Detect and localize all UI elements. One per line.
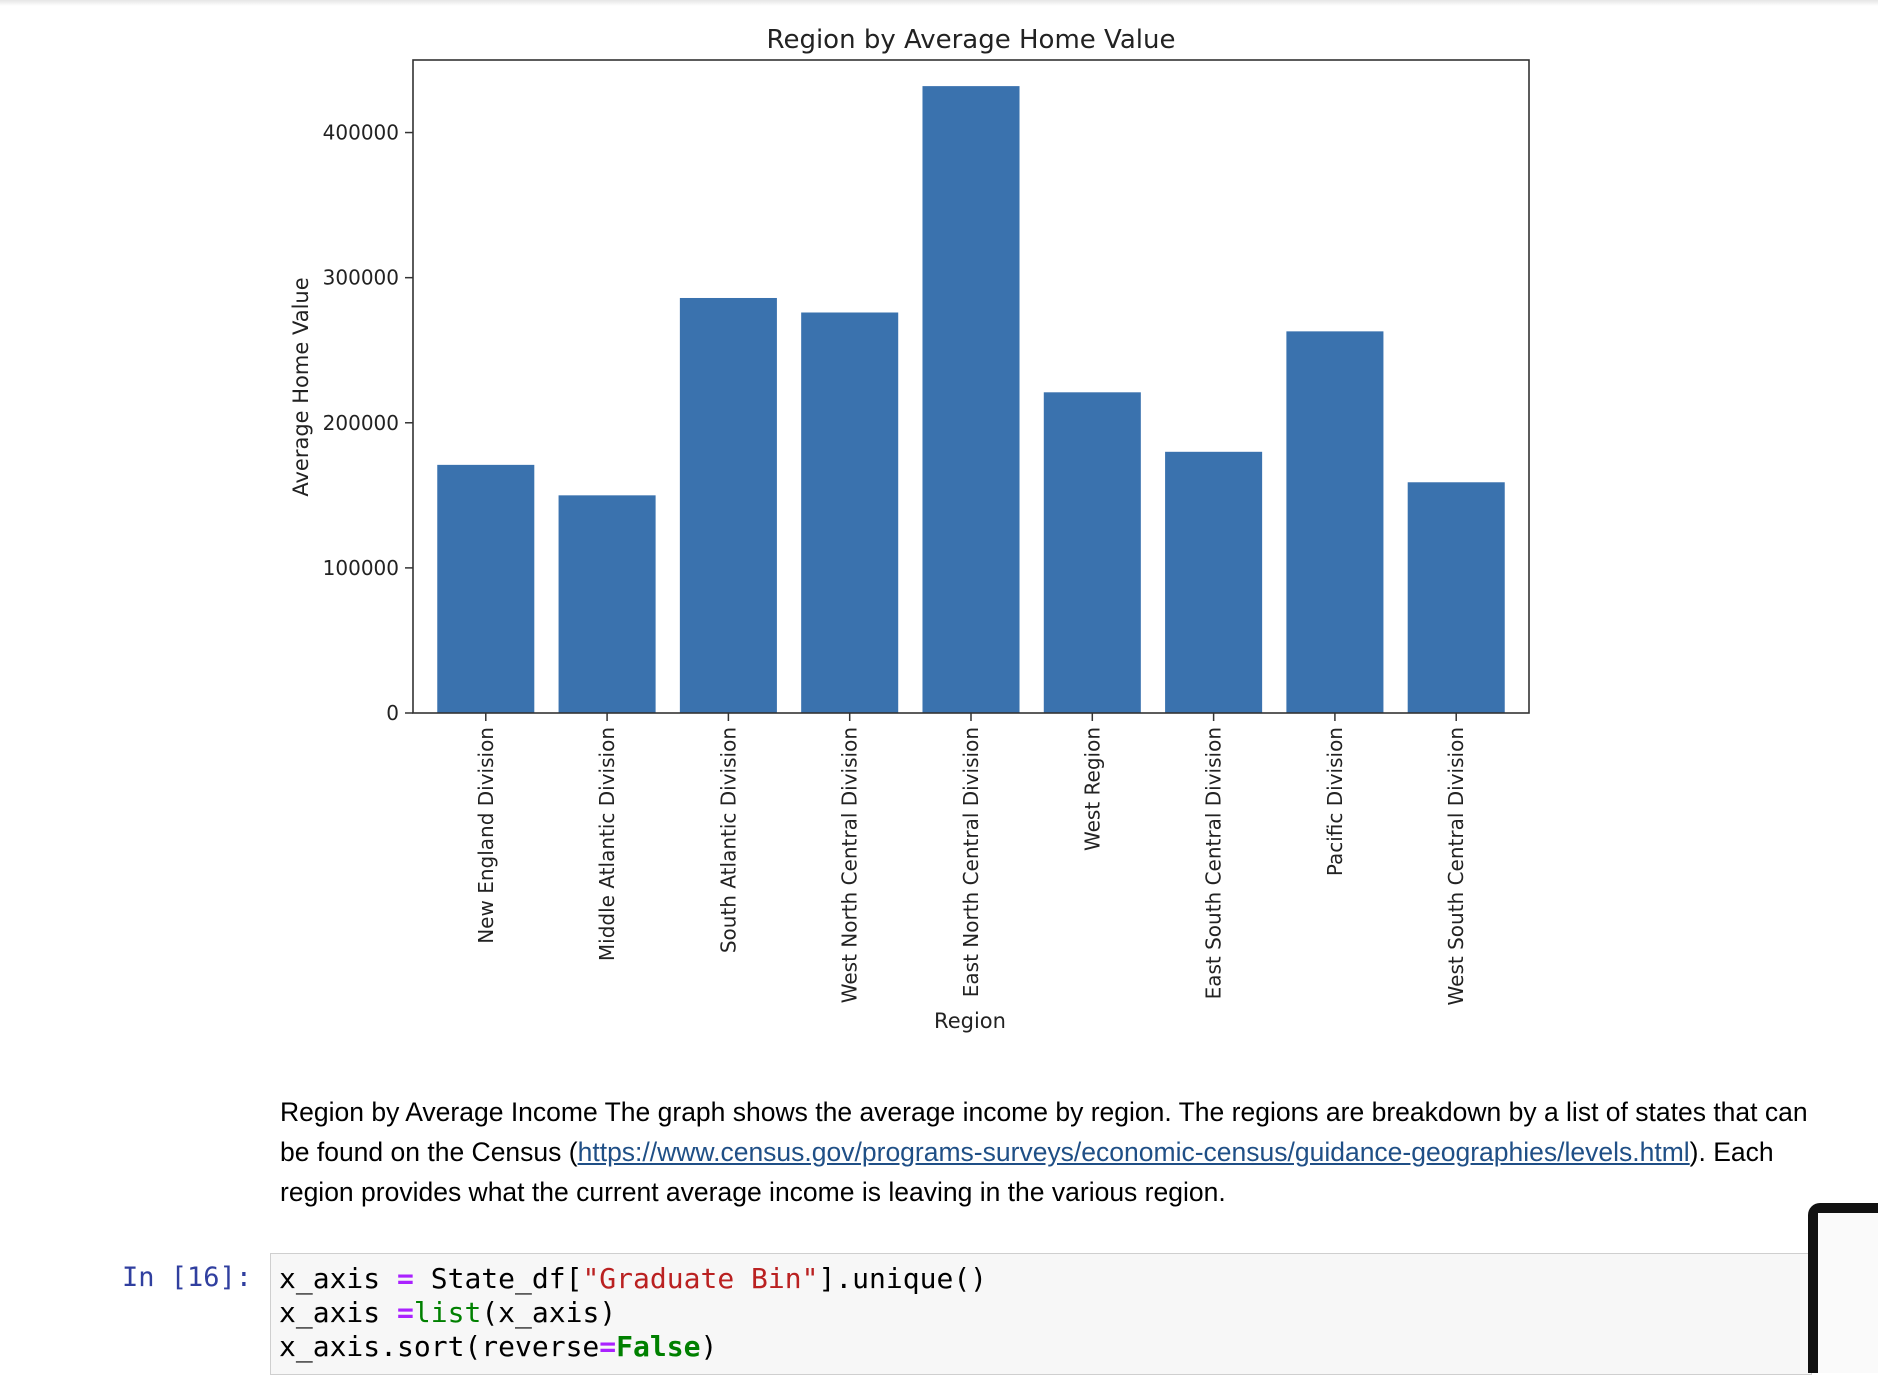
side-panel-widget[interactable] [1808,1203,1878,1373]
code-cell[interactable]: x_axis = State_df["Graduate Bin"].unique… [270,1253,1812,1375]
bar-1 [558,495,656,713]
bars [437,86,1505,714]
bar-chart: Region by Average Home Value 0 100000 2000… [289,25,1530,1033]
x-tick-label-6: East South Central Division [1202,727,1226,999]
x-tick-label-4: East North Central Division [959,727,983,997]
markdown-cell: Region by Average Income The graph shows… [280,1092,1820,1212]
y-tick-label-0: 0 [386,701,399,725]
x-tick-label-7: Pacific Division [1323,727,1347,876]
bar-7 [1286,331,1384,713]
y-tick-label-4: 400000 [323,121,399,145]
y-axis: 0 100000 200000 300000 400000 [323,121,413,725]
y-tick-label-2: 200000 [323,411,399,435]
x-tick-label-3: West North Central Division [838,727,862,1003]
x-tick-label-0: New England Division [474,727,498,944]
x-axis-label: Region [934,1009,1006,1033]
code-line-3: x_axis.sort(reverse=False) [279,1330,718,1363]
x-tick-label-8: West South Central Division [1444,727,1468,1005]
bar-6 [1165,451,1263,713]
x-tick-label-1: Middle Atlantic Division [595,727,619,961]
y-tick-label-3: 300000 [323,266,399,290]
bar-4 [922,86,1020,714]
code-line-1: x_axis = State_df["Graduate Bin"].unique… [279,1262,988,1295]
top-shadow [0,0,1878,6]
bar-5 [1043,392,1141,713]
census-link[interactable]: https://www.census.gov/programs-surveys/… [577,1137,1690,1167]
chart-title: Region by Average Home Value [767,25,1176,55]
cell-prompt: In [16]: [122,1262,253,1293]
plot-frame [412,59,1530,714]
x-tick-label-2: South Atlantic Division [716,727,740,953]
side-panel-preview [1818,1213,1878,1373]
description-text-1: Region by Average Income The graph shows… [280,1097,1808,1167]
bar-8 [1407,482,1505,713]
bar-0 [437,464,535,713]
code-line-2: x_axis =list(x_axis) [279,1296,617,1329]
x-axis: New England Division Middle Atlantic Divi… [474,713,1468,1005]
bar-3 [801,312,899,713]
code-editor[interactable]: x_axis = State_df["Graduate Bin"].unique… [271,1254,1811,1372]
y-axis-label: Average Home Value [289,277,313,496]
description-text-2: ). Each region provides what the current… [280,1137,1774,1207]
x-tick-label-5: West Region [1080,727,1104,851]
bar-2 [679,297,777,713]
y-tick-label-1: 100000 [323,556,399,580]
